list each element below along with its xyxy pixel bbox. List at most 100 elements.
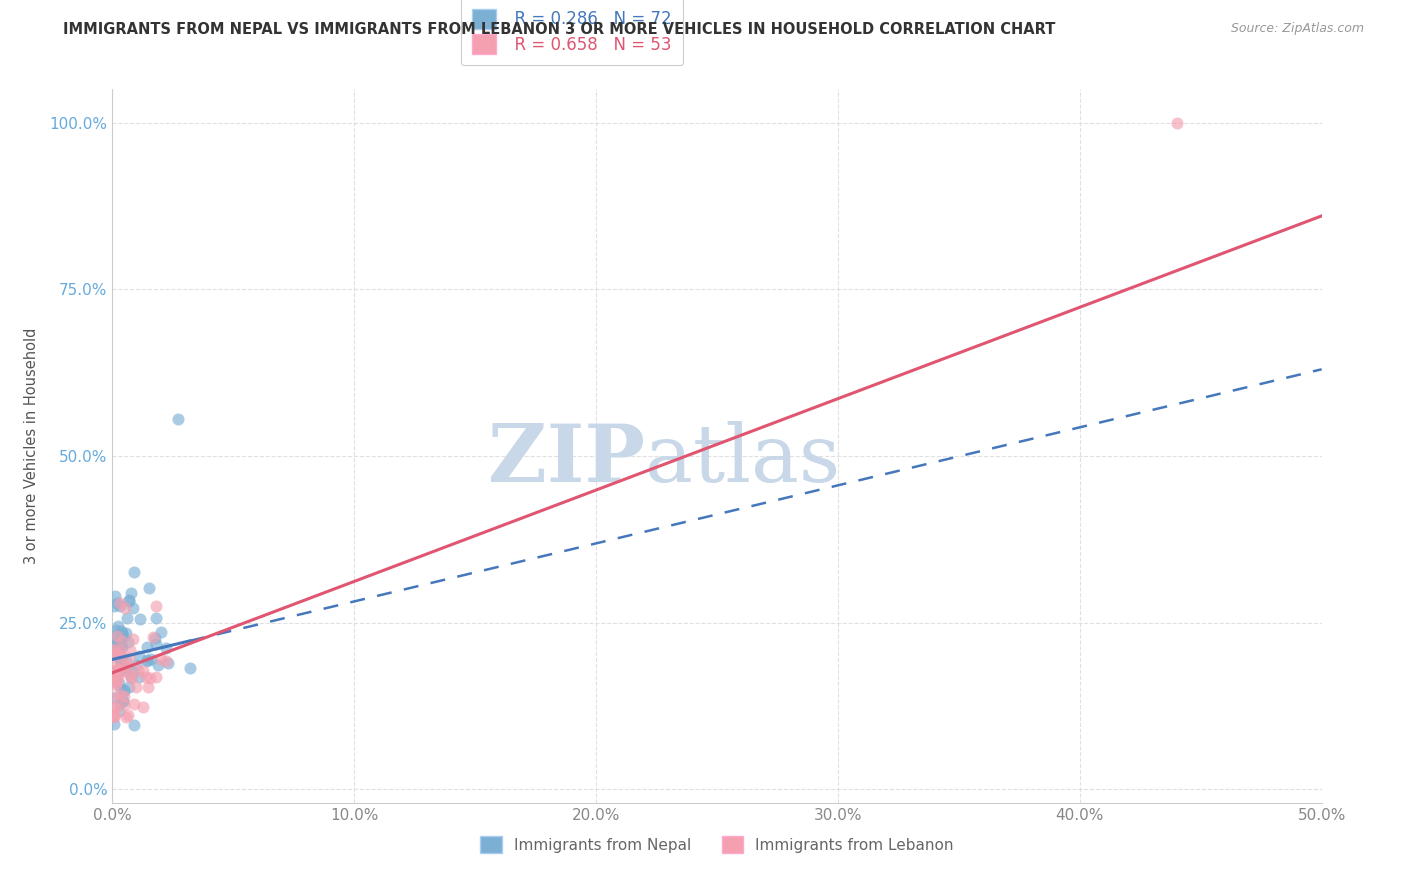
Point [141, 652, 163, 666]
Point [149, 651, 172, 665]
Point [110, 632, 132, 647]
Text: Source: ZipAtlas.com: Source: ZipAtlas.com [1230, 22, 1364, 36]
Point [114, 658, 136, 673]
Point [111, 634, 134, 648]
Point [103, 665, 125, 680]
Point [128, 612, 150, 626]
Point [103, 690, 125, 704]
Point [125, 658, 148, 673]
Point [156, 656, 179, 670]
Point [112, 698, 135, 713]
Point [117, 593, 139, 607]
Point [108, 647, 131, 661]
Point [128, 649, 150, 664]
Point [105, 663, 128, 677]
Point [125, 681, 148, 695]
Point [131, 700, 153, 714]
Point [110, 640, 132, 654]
Point [118, 650, 141, 665]
Point [108, 689, 131, 703]
Point [103, 717, 125, 731]
Point [107, 669, 129, 683]
Point [112, 689, 135, 703]
Point [111, 640, 134, 655]
Point [120, 670, 142, 684]
Point [121, 632, 143, 647]
Point [132, 664, 155, 678]
Point [108, 651, 131, 665]
Point [118, 594, 141, 608]
Point [120, 671, 142, 685]
Point [118, 680, 141, 694]
Point [103, 658, 125, 673]
Point [107, 619, 129, 633]
Point [120, 669, 142, 683]
Point [104, 677, 127, 691]
Point [104, 632, 127, 646]
Point [145, 611, 167, 625]
Point [105, 673, 128, 687]
Text: ZIP: ZIP [488, 421, 644, 500]
Point [103, 641, 125, 656]
Point [110, 682, 132, 697]
Point [105, 647, 128, 661]
Point [145, 599, 167, 613]
Point [142, 630, 165, 644]
Point [103, 690, 125, 705]
Point [108, 596, 131, 610]
Point [105, 675, 128, 690]
Point [112, 630, 135, 644]
Point [104, 670, 127, 684]
Point [136, 653, 159, 667]
Point [135, 670, 157, 684]
Point [112, 661, 135, 675]
Point [105, 636, 128, 650]
Point [103, 629, 125, 643]
Point [110, 644, 132, 658]
Point [166, 412, 188, 426]
Point [107, 596, 129, 610]
Point [155, 641, 177, 656]
Point [110, 648, 132, 663]
Point [112, 684, 135, 698]
Point [146, 658, 169, 673]
Point [115, 611, 138, 625]
Point [103, 668, 125, 682]
Point [139, 671, 162, 685]
Point [155, 654, 177, 668]
Point [108, 599, 131, 613]
Point [104, 589, 127, 603]
Point [105, 623, 128, 637]
Point [121, 665, 143, 680]
Point [110, 661, 132, 675]
Point [120, 586, 142, 600]
Point [143, 631, 166, 645]
Point [145, 670, 167, 684]
Point [121, 601, 143, 615]
Point [107, 662, 129, 676]
Point [111, 653, 134, 667]
Point [111, 694, 134, 708]
Point [104, 699, 127, 714]
Point [108, 704, 131, 718]
Point [111, 626, 134, 640]
Point [104, 640, 127, 654]
Point [110, 696, 132, 710]
Point [114, 625, 136, 640]
Point [117, 707, 139, 722]
Point [103, 701, 125, 715]
Point [107, 647, 129, 661]
Point [105, 669, 128, 683]
Point [115, 710, 138, 724]
Point [122, 566, 145, 580]
Point [111, 694, 134, 708]
Point [179, 661, 201, 675]
Point [103, 665, 125, 680]
Point [138, 582, 160, 596]
Legend: Immigrants from Nepal, Immigrants from Lebanon: Immigrants from Nepal, Immigrants from L… [474, 830, 960, 859]
Point [108, 676, 131, 690]
Point [105, 629, 128, 643]
Point [138, 681, 160, 695]
Point [103, 599, 125, 614]
Point [150, 625, 173, 640]
